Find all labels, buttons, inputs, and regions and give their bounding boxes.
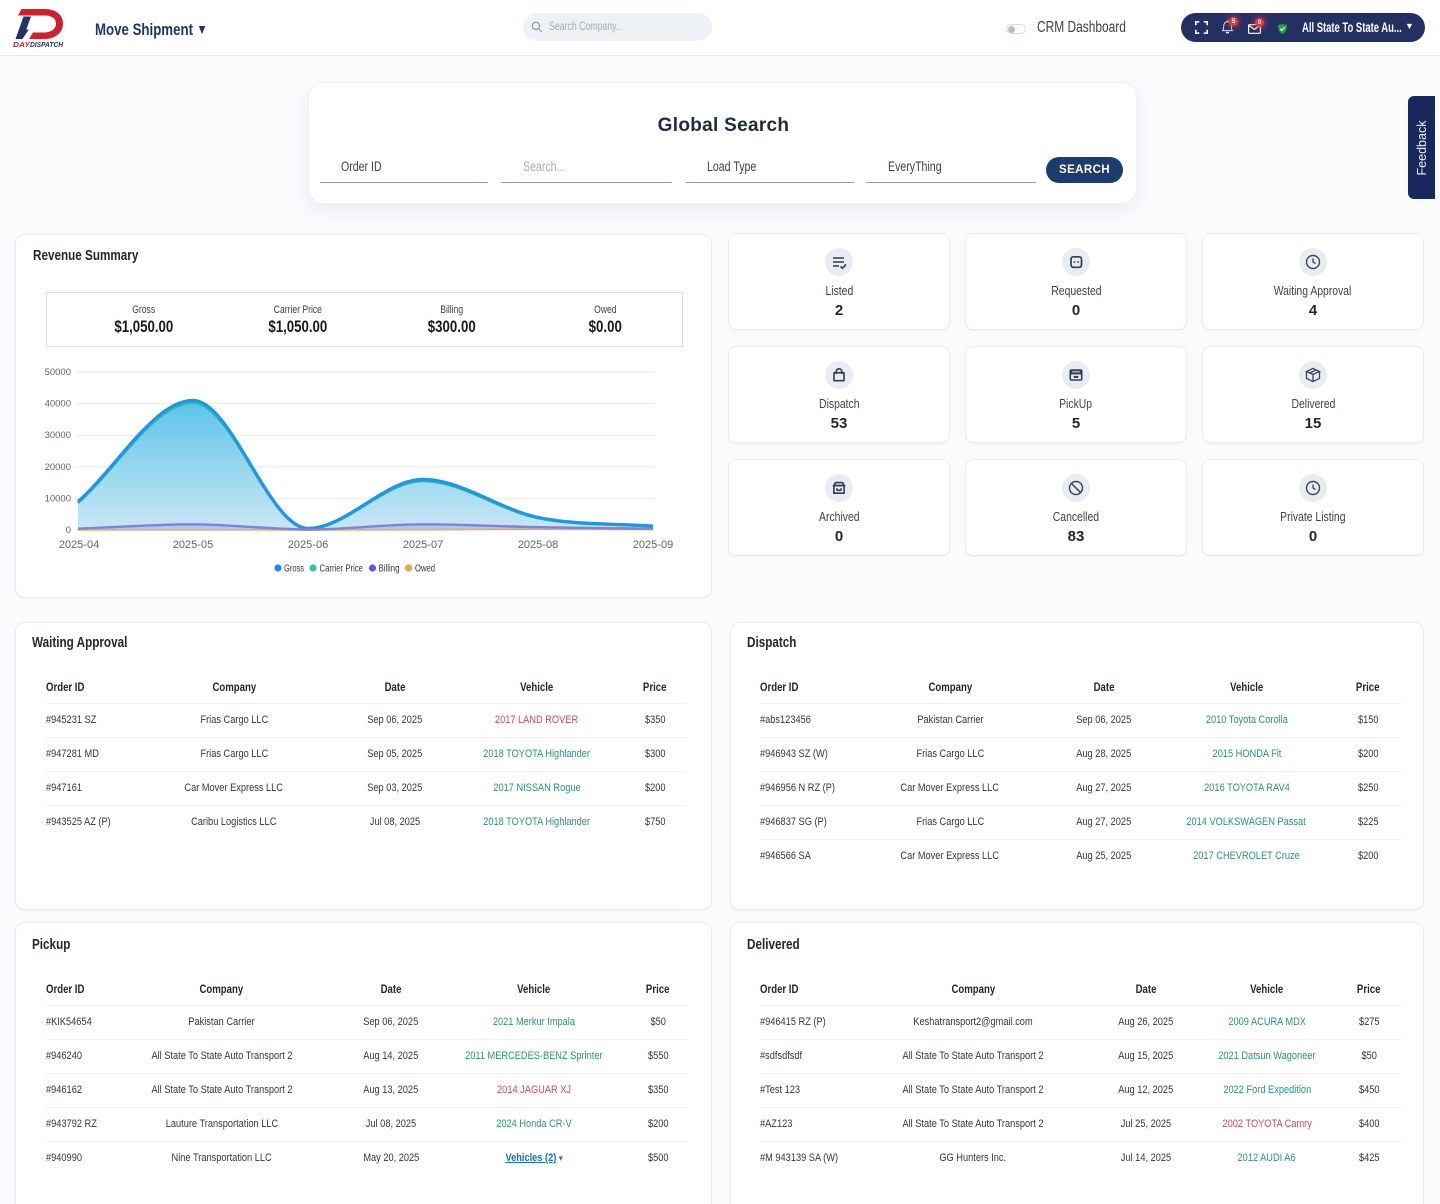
- svg-text:40000: 40000: [45, 399, 71, 410]
- svg-text:2025-06: 2025-06: [288, 539, 328, 551]
- svg-text:Billing: Billing: [379, 564, 400, 575]
- svg-text:0: 0: [66, 525, 71, 536]
- svg-text:Owed: Owed: [415, 564, 435, 575]
- svg-text:2025-08: 2025-08: [518, 539, 558, 551]
- svg-text:DISPATCH: DISPATCH: [30, 40, 63, 49]
- svg-text:10000: 10000: [45, 493, 71, 504]
- svg-text:50000: 50000: [45, 367, 71, 378]
- svg-text:Gross: Gross: [284, 564, 304, 575]
- svg-text:2025-04: 2025-04: [59, 539, 99, 551]
- svg-text:DAY: DAY: [13, 40, 31, 49]
- svg-text:30000: 30000: [45, 430, 71, 441]
- svg-text:Carrier Price: Carrier Price: [320, 564, 364, 575]
- svg-text:2025-09: 2025-09: [633, 539, 673, 551]
- svg-text:20000: 20000: [45, 462, 71, 473]
- svg-text:2025-07: 2025-07: [403, 539, 443, 551]
- svg-text:2025-05: 2025-05: [173, 539, 213, 551]
